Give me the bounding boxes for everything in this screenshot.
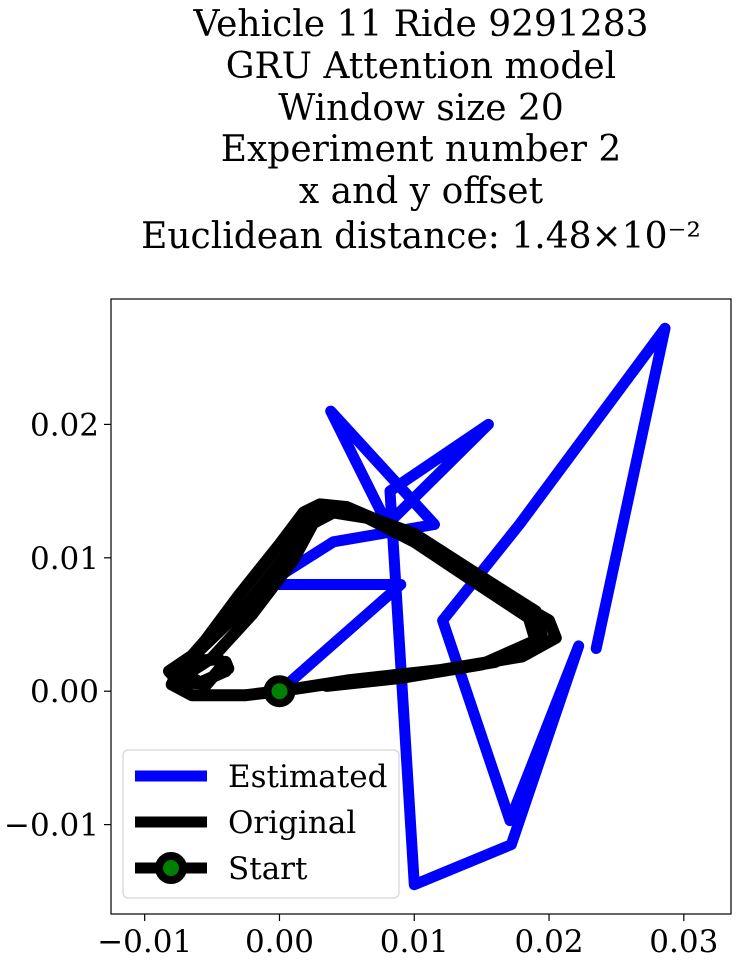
x-tick-label: 0.02 xyxy=(515,924,584,960)
legend-label-estimated: Estimated xyxy=(228,759,387,795)
series-original-line-1 xyxy=(165,498,562,702)
series-original-line-4 xyxy=(179,506,542,692)
y-tick-label: 0.00 xyxy=(30,674,99,710)
x-tick-label: 0.03 xyxy=(649,924,718,960)
y-tick-label: −0.01 xyxy=(4,808,99,844)
legend-label-original: Original xyxy=(228,805,356,841)
start-marker xyxy=(263,675,296,708)
x-tick-label: 0.00 xyxy=(245,924,314,960)
title-line-1: Vehicle 11 Ride 9291283 xyxy=(192,4,648,45)
legend-box xyxy=(122,749,400,899)
axes-frame xyxy=(110,298,732,915)
legend-start-marker xyxy=(155,852,187,884)
axis-ticks: −0.01 0.00 0.01 0.02 0.03 −0.01 0.00 0.01 0.02 xyxy=(4,407,718,960)
title-line-6: Euclidean distance: 1.48×10⁻² xyxy=(141,216,701,257)
title-line-5: x and y offset xyxy=(299,171,544,212)
y-tick-label: 0.02 xyxy=(30,407,99,443)
legend-label-start: Start xyxy=(228,851,308,887)
x-tick-label: −0.01 xyxy=(97,924,192,960)
y-tick-label: 0.01 xyxy=(30,541,99,577)
title-line-2: GRU Attention model xyxy=(226,46,616,87)
title-line-3: Window size 20 xyxy=(278,88,564,129)
legend: Estimated Original Start xyxy=(122,749,400,899)
x-tick-label: 0.01 xyxy=(380,924,449,960)
series-estimated-line xyxy=(260,322,671,891)
title-line-4: Experiment number 2 xyxy=(221,129,622,170)
